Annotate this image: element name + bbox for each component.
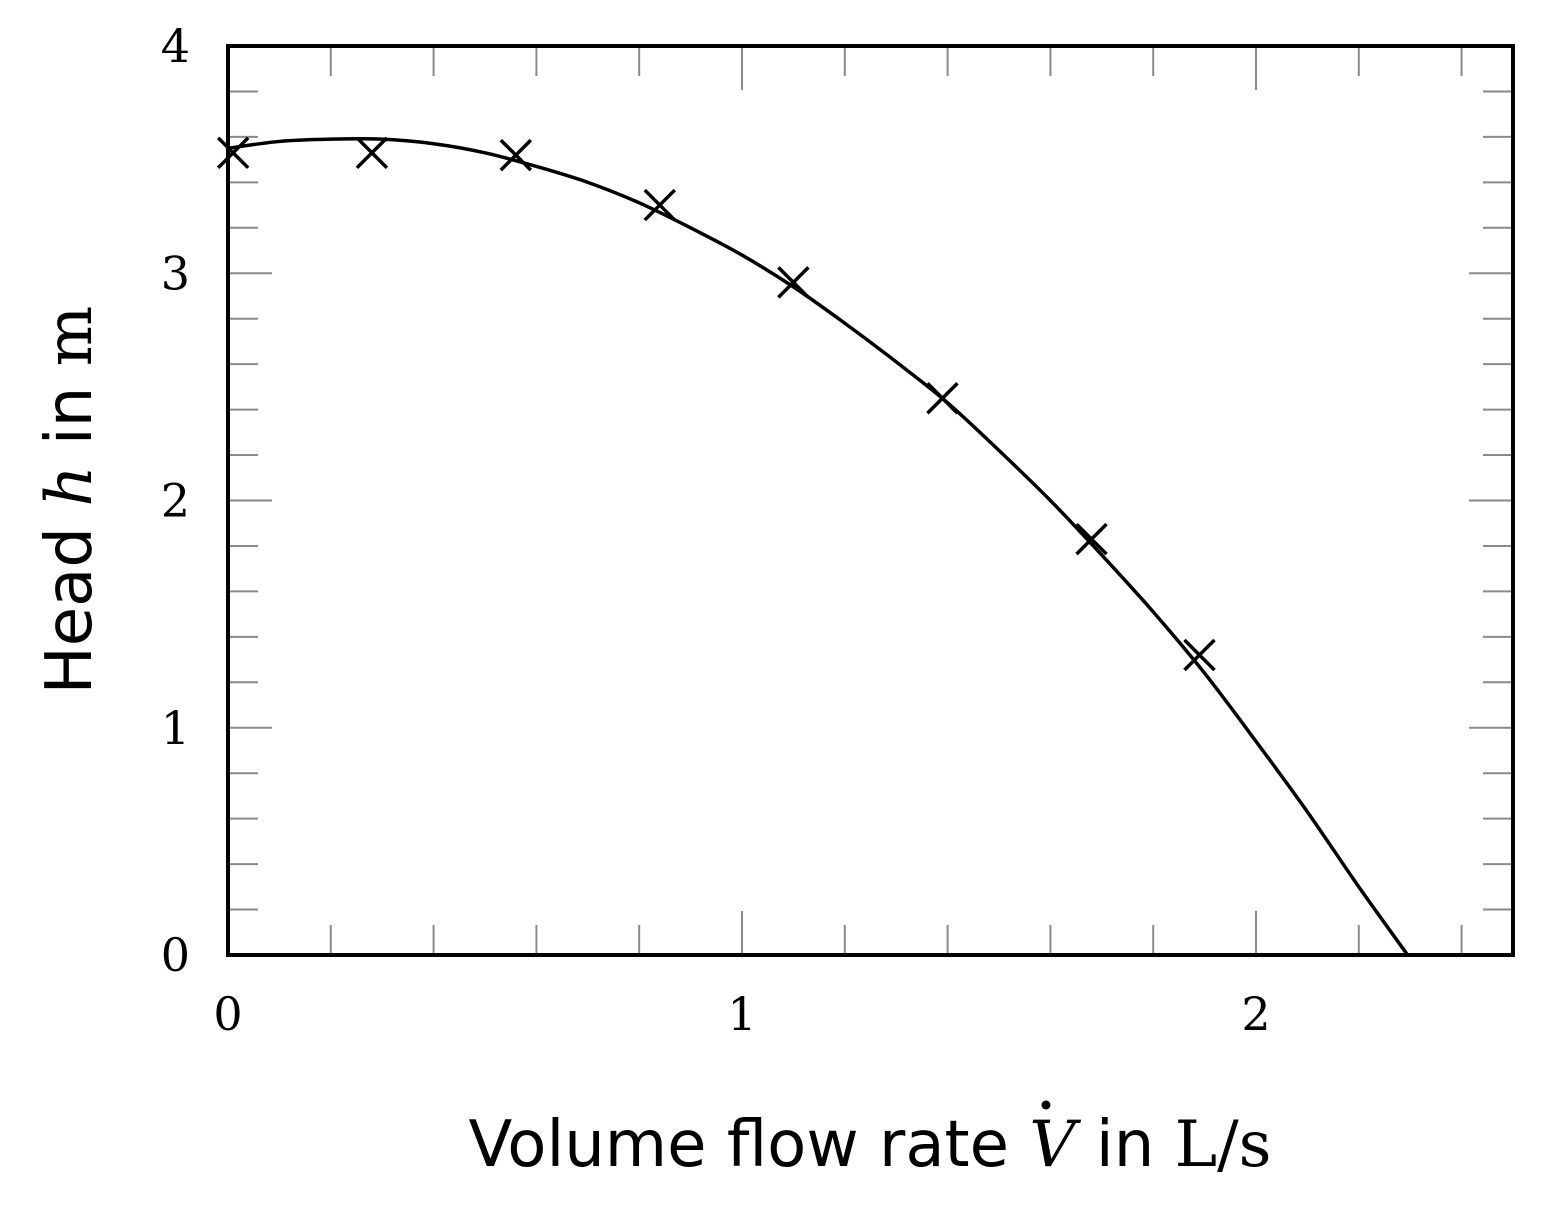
plot-frame bbox=[226, 44, 1515, 957]
x-axis-symbol-dot bbox=[1041, 1100, 1051, 1110]
marker-stroke bbox=[777, 266, 810, 299]
marker-stroke bbox=[643, 188, 676, 222]
x-tick-labels: 0 1 2 bbox=[213, 987, 1270, 1041]
marker-stroke bbox=[355, 136, 389, 170]
y-axis-title-middle: in bbox=[33, 366, 107, 465]
x-axis-symbol: V bbox=[1029, 1108, 1081, 1182]
data-markers bbox=[216, 136, 1216, 672]
y-tick-label: 2 bbox=[161, 474, 190, 528]
marker-stroke bbox=[499, 138, 533, 172]
x-axis-title-middle: in bbox=[1076, 1108, 1175, 1182]
x-axis-unit: L/s bbox=[1175, 1108, 1272, 1182]
y-tick-labels: 0 1 2 3 4 bbox=[161, 19, 190, 982]
y-tick-label: 1 bbox=[161, 701, 190, 755]
x-axis-title: Volume flow rate V in L/s bbox=[468, 1108, 1271, 1182]
marker-stroke bbox=[1183, 638, 1216, 672]
marker-stroke bbox=[216, 136, 250, 170]
data-point-marker bbox=[1183, 638, 1216, 672]
x-tick-label: 0 bbox=[213, 987, 242, 1041]
x-tick-label: 2 bbox=[1241, 987, 1270, 1041]
minor-ticks bbox=[228, 46, 1513, 955]
y-tick-label: 0 bbox=[161, 928, 190, 982]
y-axis-unit: m bbox=[33, 306, 107, 367]
fit-curve bbox=[227, 136, 1410, 957]
marker-stroke bbox=[1075, 522, 1108, 556]
data-point-marker bbox=[777, 266, 810, 299]
y-axis-symbol: h bbox=[33, 465, 107, 506]
data-point-marker bbox=[355, 136, 389, 170]
data-point-marker bbox=[643, 188, 676, 222]
data-point-marker bbox=[216, 136, 250, 170]
y-tick-label: 4 bbox=[161, 19, 190, 73]
y-tick-label: 3 bbox=[161, 246, 190, 300]
y-axis-title-prefix: Head bbox=[33, 507, 107, 695]
y-axis-title: Head h in m bbox=[33, 306, 107, 695]
data-point-marker bbox=[926, 382, 959, 415]
data-point-marker bbox=[499, 138, 533, 172]
fit-curve-layer bbox=[227, 136, 1410, 957]
marker-stroke bbox=[926, 382, 959, 415]
x-axis-title-prefix: Volume flow rate bbox=[468, 1108, 1029, 1182]
major-ticks bbox=[228, 46, 1513, 955]
data-point-marker bbox=[1075, 522, 1108, 556]
x-tick-label: 1 bbox=[727, 987, 756, 1041]
